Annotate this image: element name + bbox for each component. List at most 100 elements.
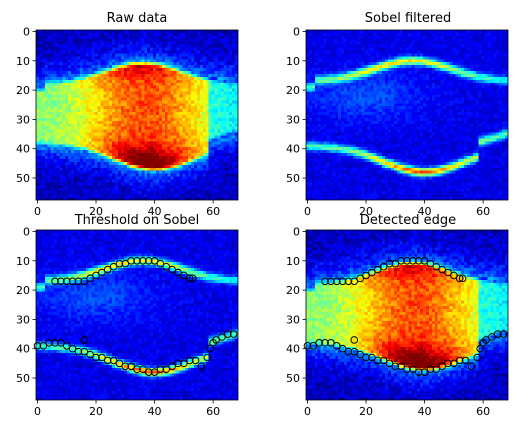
edge-marker <box>162 262 171 271</box>
edge-marker <box>86 274 94 283</box>
edge-marker <box>391 259 400 268</box>
y-tick-label: 20 <box>16 84 30 97</box>
edge-marker <box>414 256 423 265</box>
edge-marker <box>426 365 435 374</box>
edge-marker <box>212 336 220 344</box>
edge-marker <box>180 359 188 368</box>
edge-marker <box>121 259 130 268</box>
heatmap-image <box>306 230 508 400</box>
edge-marker <box>420 256 429 265</box>
edge-marker <box>385 259 394 268</box>
axes-frame <box>305 29 509 201</box>
y-tick-label: 50 <box>286 372 300 385</box>
edge-marker <box>368 268 376 277</box>
x-tick-label: 0 <box>304 205 311 218</box>
edge-marker <box>115 259 124 268</box>
y-tick-label: 0 <box>293 25 300 38</box>
edge-marker <box>174 359 182 368</box>
edge-marker <box>115 359 124 368</box>
axes-frame <box>35 229 239 401</box>
edge-marker <box>133 365 141 374</box>
edge-marker <box>98 268 106 277</box>
heatmap-image <box>36 230 238 400</box>
edge-marker <box>444 268 452 277</box>
edge-marker <box>368 353 376 362</box>
edge-marker <box>203 353 212 362</box>
edge-marker <box>139 365 147 374</box>
panel-raw-data: 0 20 40 60 0 10 20 30 40 50 Raw data <box>16 11 239 218</box>
edge-marker <box>74 277 83 286</box>
edge-marker <box>438 265 446 274</box>
edge-marker <box>450 271 458 280</box>
axes-frame <box>305 229 509 401</box>
y-tick-label: 0 <box>23 225 30 238</box>
x-tick-label: 20 <box>89 405 103 418</box>
edge-marker <box>458 274 467 283</box>
x-tick-label: 0 <box>34 405 41 418</box>
edge-marker <box>62 277 71 286</box>
edge-marker <box>488 333 496 341</box>
x-tick-label: 20 <box>359 405 373 418</box>
edge-marker <box>62 341 71 350</box>
y-tick-label: 30 <box>286 113 300 126</box>
y-tick-label: 10 <box>286 255 300 268</box>
y-tick-label: 50 <box>16 372 30 385</box>
x-tick-label: 60 <box>206 405 220 418</box>
edge-marker <box>51 277 59 286</box>
edge-marker <box>109 262 118 271</box>
edge-marker <box>455 274 464 283</box>
edge-marker <box>467 362 476 371</box>
edge-marker <box>397 256 405 265</box>
edge-marker <box>197 362 206 371</box>
edge-marker <box>144 256 153 265</box>
y-tick-label: 0 <box>23 25 30 38</box>
edge-marker <box>57 339 65 347</box>
edge-marker <box>450 359 458 368</box>
edge-marker <box>409 365 417 374</box>
y-tick-label: 40 <box>16 343 30 356</box>
edge-marker <box>397 362 405 371</box>
edge-marker <box>338 277 347 286</box>
y-tick-label: 20 <box>16 284 30 297</box>
edge-marker <box>80 347 89 356</box>
edge-marker <box>92 353 100 362</box>
x-tick-label: 40 <box>418 405 432 418</box>
edge-marker <box>385 359 394 368</box>
edge-marker <box>403 365 411 374</box>
edge-marker <box>438 362 446 371</box>
panel-threshold-on-sobel: 0 20 40 60 0 10 20 30 40 50 Threshold on Sobel <box>16 213 239 418</box>
edge-marker <box>191 356 200 365</box>
edge-marker <box>493 330 502 338</box>
edge-marker <box>344 347 353 356</box>
edge-marker <box>223 330 232 338</box>
y-tick-label: 10 <box>16 55 30 68</box>
edge-marker <box>103 265 112 274</box>
edge-marker <box>356 350 364 359</box>
edge-marker <box>150 256 159 265</box>
y-tick-label: 50 <box>286 172 300 185</box>
x-tick-label: 40 <box>148 405 162 418</box>
y-tick-label: 40 <box>286 343 300 356</box>
edge-marker <box>156 365 165 374</box>
x-tick-label: 20 <box>359 205 373 218</box>
edge-marker <box>51 339 59 347</box>
edge-marker <box>332 277 341 286</box>
edge-marker <box>379 356 388 365</box>
edge-marker <box>109 356 118 365</box>
edge-marker <box>350 347 359 356</box>
y-tick-label: 20 <box>286 284 300 297</box>
edge-marker <box>338 344 347 353</box>
edge-marker <box>426 259 435 268</box>
edge-marker <box>68 277 77 286</box>
panel-title: Raw data <box>107 11 168 26</box>
edge-marker <box>420 368 429 376</box>
edge-marker <box>127 256 135 265</box>
y-tick-label: 50 <box>16 172 30 185</box>
edge-marker <box>39 341 48 350</box>
x-tick-label: 0 <box>34 205 41 218</box>
edge-marker <box>185 356 194 365</box>
y-tick-label: 30 <box>16 113 30 126</box>
edge-marker <box>33 341 42 350</box>
edge-marker <box>92 271 100 280</box>
edge-marker <box>144 368 153 376</box>
